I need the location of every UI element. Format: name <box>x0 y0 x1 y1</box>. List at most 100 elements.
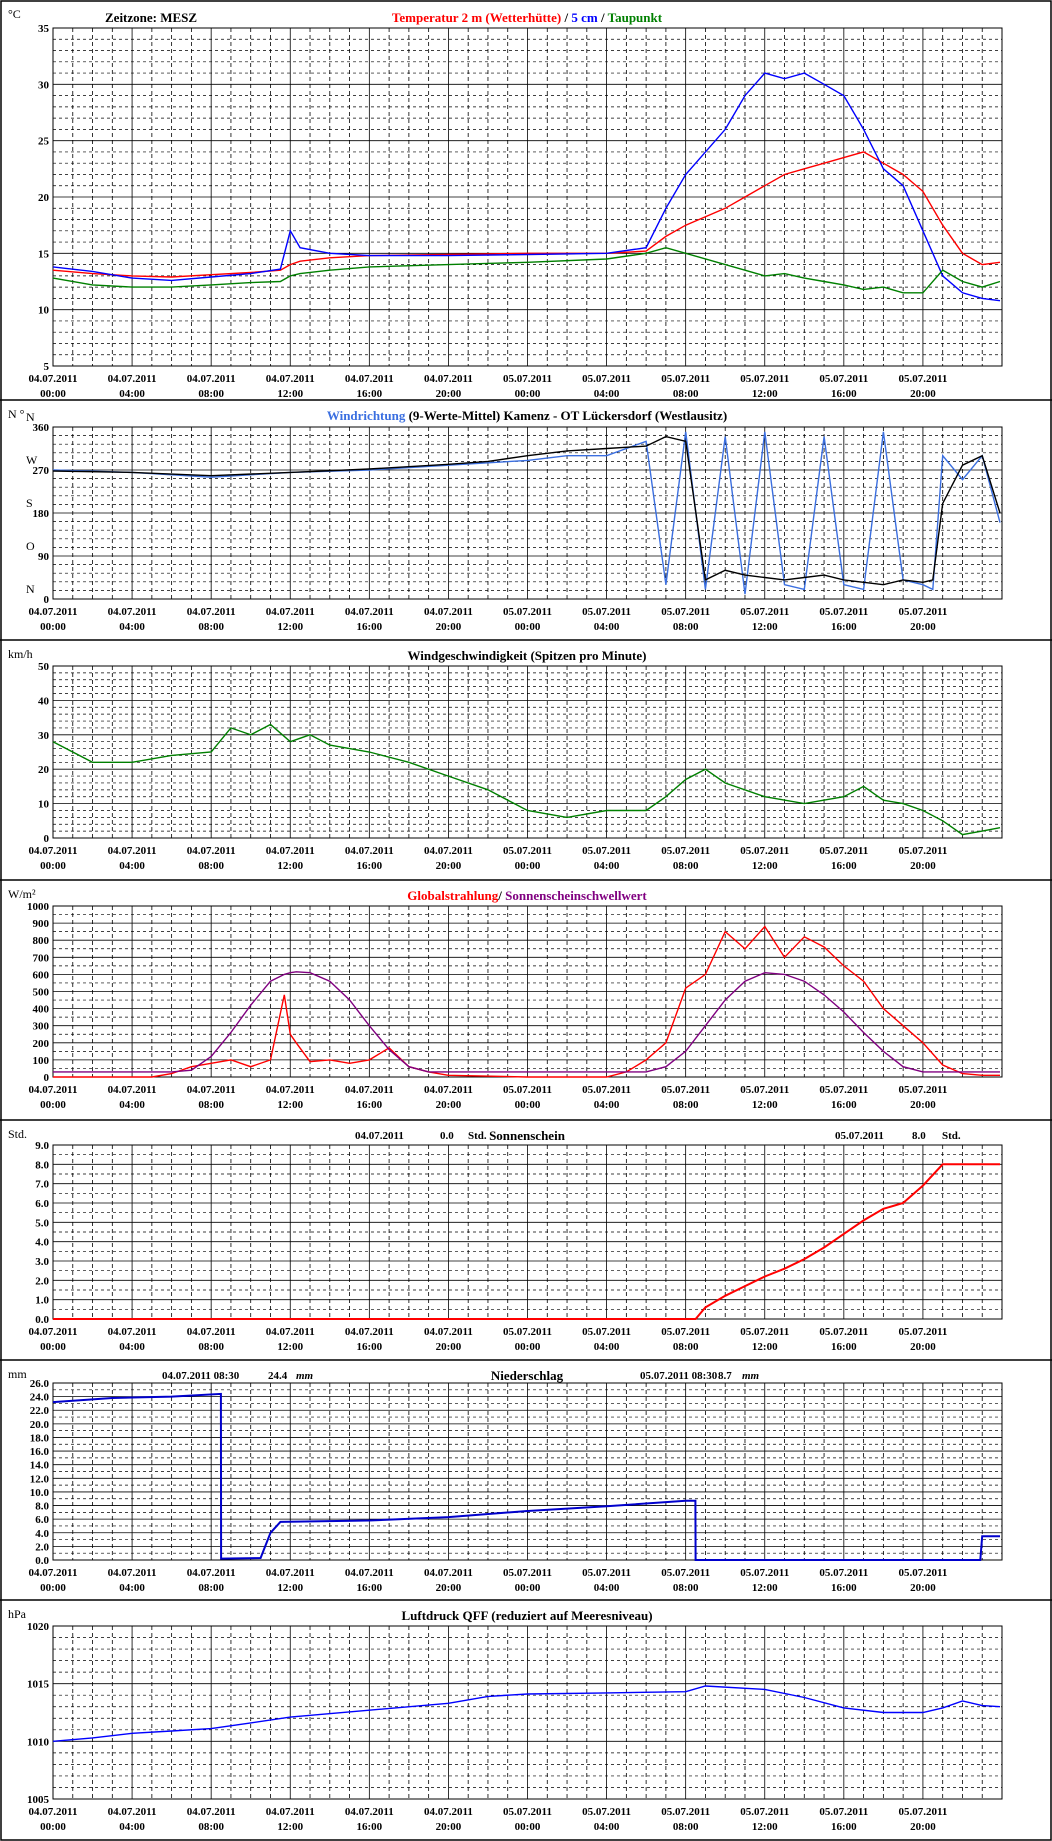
series-line-1 <box>53 925 1000 1078</box>
chart-title: Niederschlag <box>491 1368 564 1383</box>
x-tick-time: 08:00 <box>198 388 224 400</box>
chart-title-part: Taupunkt <box>608 10 663 25</box>
plot-frame <box>52 426 1003 600</box>
x-tick-time: 00:00 <box>515 1341 541 1353</box>
x-tick-date: 05.07.2011 <box>740 845 789 857</box>
x-tick-date: 04.07.2011 <box>29 1567 78 1579</box>
y-tick-label: 3.0 <box>35 1256 49 1268</box>
y-tick-label: 20 <box>38 764 50 776</box>
y-tick-label: 10 <box>38 305 50 317</box>
x-tick-time: 20:00 <box>910 1099 936 1111</box>
x-tick-date: 04.07.2011 <box>187 845 236 857</box>
x-tick-date: 04.07.2011 <box>266 1084 315 1096</box>
x-tick-date: 05.07.2011 <box>582 845 631 857</box>
axis-unit-label: N ° <box>8 407 25 421</box>
x-tick-time: 20:00 <box>910 860 936 872</box>
y-tick-label: 24.0 <box>30 1392 50 1404</box>
y-tick-label: 0.0 <box>35 1555 49 1567</box>
annotation-unit: mm <box>296 1370 314 1382</box>
x-tick-time: 12:00 <box>752 1341 778 1353</box>
annotation-value: 8.7 <box>718 1370 732 1382</box>
x-tick-time: 08:00 <box>198 1341 224 1353</box>
series-line-2 <box>53 971 1000 1073</box>
x-tick-date: 04.07.2011 <box>345 1326 394 1338</box>
x-tick-time: 04:00 <box>594 1821 620 1833</box>
x-tick-time: 08:00 <box>673 388 699 400</box>
y-tick-label: 35 <box>38 23 50 35</box>
y-tick-label: 1010 <box>27 1736 50 1748</box>
x-tick-time: 12:00 <box>277 1582 303 1594</box>
y-tick-label: 15 <box>38 248 50 260</box>
chart-title-part: / <box>598 10 608 25</box>
chart-panel-2: Windrichtung (9-Werte-Mittel) Kamenz - O… <box>0 399 1052 600</box>
chart-title-part: Luftdruck QFF (reduziert auf Meeresnivea… <box>401 1608 652 1623</box>
annotation-value: 24.4 <box>268 1370 288 1382</box>
y-tick-label: 1005 <box>27 1794 50 1806</box>
x-tick-time: 08:00 <box>198 1099 224 1111</box>
x-tick-date: 05.07.2011 <box>503 1567 552 1579</box>
chart-title: Globalstrahlung/ Sonnenscheinschwellwert <box>407 888 647 903</box>
x-tick-date: 05.07.2011 <box>503 1084 552 1096</box>
x-tick-date: 04.07.2011 <box>187 373 236 385</box>
x-tick-date: 05.07.2011 <box>582 1806 631 1818</box>
chart-title-part: 5 cm <box>571 10 598 25</box>
x-tick-date: 05.07.2011 <box>503 1326 552 1338</box>
x-tick-date: 05.07.2011 <box>661 1567 710 1579</box>
y-tick-label: 8.0 <box>35 1159 49 1171</box>
x-tick-date: 05.07.2011 <box>582 606 631 618</box>
x-tick-time: 16:00 <box>831 1821 857 1833</box>
x-tick-time: 16:00 <box>356 1582 382 1594</box>
annotation-date: 05.07.2011 08:30 <box>640 1370 718 1382</box>
x-tick-time: 00:00 <box>40 1099 66 1111</box>
chart-title-part: Windrichtung <box>327 408 406 423</box>
series-line-3 <box>52 246 1001 294</box>
x-tick-time: 08:00 <box>198 621 224 633</box>
series-line-1 <box>52 723 1001 836</box>
x-tick-date: 04.07.2011 <box>187 1567 236 1579</box>
y-tick-label: 7.0 <box>35 1179 49 1191</box>
y-tick-label: 12.0 <box>30 1473 50 1485</box>
y-tick-label: 700 <box>33 952 50 964</box>
series-line-1 <box>52 151 1001 278</box>
chart-title-part: Globalstrahlung <box>407 888 499 903</box>
x-tick-time: 16:00 <box>831 621 857 633</box>
x-tick-date: 04.07.2011 <box>108 1567 157 1579</box>
x-tick-date: 04.07.2011 <box>108 1084 157 1096</box>
y-tick-label: 90 <box>38 551 50 563</box>
x-tick-date: 04.07.2011 <box>345 606 394 618</box>
y-tick-label: 2.0 <box>35 1275 49 1287</box>
y-tick-label: 50 <box>38 661 50 673</box>
y-tick-label: 5 <box>44 361 50 373</box>
x-tick-date: 05.07.2011 <box>819 1084 868 1096</box>
x-tick-time: 20:00 <box>436 1099 462 1111</box>
x-tick-date: 05.07.2011 <box>898 1326 947 1338</box>
x-tick-date: 05.07.2011 <box>819 373 868 385</box>
y-tick-label: 500 <box>33 987 50 999</box>
x-tick-time: 12:00 <box>752 1821 778 1833</box>
x-tick-date: 05.07.2011 <box>503 845 552 857</box>
y-tick-label: 14.0 <box>30 1460 50 1472</box>
x-tick-date: 04.07.2011 <box>187 1806 236 1818</box>
x-tick-date: 04.07.2011 <box>424 373 473 385</box>
x-tick-date: 05.07.2011 <box>582 1084 631 1096</box>
x-tick-date: 05.07.2011 <box>503 1806 552 1818</box>
compass-label: W <box>26 453 38 467</box>
x-tick-time: 00:00 <box>515 860 541 872</box>
x-tick-date: 05.07.2011 <box>898 845 947 857</box>
x-tick-time: 20:00 <box>910 1341 936 1353</box>
x-tick-date: 05.07.2011 <box>661 1084 710 1096</box>
y-tick-label: 0 <box>44 594 50 606</box>
axis-unit-label: km/h <box>8 647 33 661</box>
annotation-date: 04.07.2011 08:30 <box>162 1370 240 1382</box>
x-tick-date: 05.07.2011 <box>898 1806 947 1818</box>
plot-frame <box>52 27 1003 367</box>
x-tick-time: 04:00 <box>119 1099 145 1111</box>
axis-unit-label: mm <box>8 1367 27 1381</box>
x-tick-time: 12:00 <box>277 1341 303 1353</box>
x-tick-time: 00:00 <box>40 860 66 872</box>
y-tick-label: 1.0 <box>35 1295 49 1307</box>
x-tick-time: 08:00 <box>198 1821 224 1833</box>
chart-title-part: Temperatur 2 m (Wetterhütte) <box>392 10 561 25</box>
x-tick-date: 04.07.2011 <box>345 1567 394 1579</box>
